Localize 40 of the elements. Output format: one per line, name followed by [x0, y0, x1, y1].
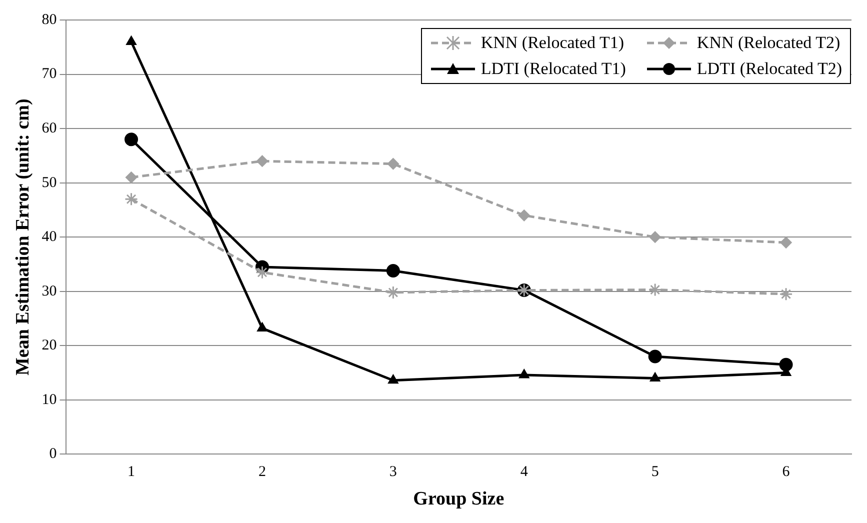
point: [256, 155, 268, 167]
point: [648, 350, 662, 364]
legend-label: LDTI (Relocated T2): [696, 59, 842, 79]
legend-label: KNN (Relocated T1): [480, 33, 624, 53]
point: [386, 264, 400, 278]
point: [255, 266, 269, 280]
point: [126, 172, 138, 184]
y-tick-label: 0: [49, 446, 57, 462]
point: [519, 369, 530, 378]
point: [257, 322, 268, 332]
y-tick-label: 60: [42, 120, 57, 136]
y-tick-label: 40: [42, 229, 57, 246]
point: [779, 358, 793, 372]
point: [518, 210, 530, 222]
y-tick-label: 10: [42, 392, 57, 408]
x-tick-label: 3: [389, 464, 397, 480]
y-tick-label: 50: [42, 174, 57, 191]
x-tick-label: 2: [258, 464, 266, 480]
y-axis-title: Mean Estimation Error (unit: cm): [12, 98, 34, 376]
point: [124, 192, 138, 206]
point: [387, 158, 399, 170]
point: [780, 236, 792, 248]
y-tick-label: 30: [42, 283, 57, 300]
point: [649, 231, 661, 243]
point: [648, 282, 662, 296]
x-tick-label: 6: [782, 464, 790, 480]
x-tick-label: 4: [520, 464, 528, 480]
point: [650, 372, 660, 382]
legend-label: LDTI (Relocated T1): [480, 59, 626, 79]
y-tick-label: 70: [42, 66, 57, 82]
point: [388, 374, 398, 384]
point: [124, 132, 138, 146]
x-tick-label: 5: [651, 464, 659, 480]
point: [779, 287, 793, 301]
x-axis-title: Group Size: [413, 488, 504, 510]
y-tick-label: 20: [42, 338, 57, 354]
x-tick-label: 1: [128, 464, 136, 480]
y-tick-label: 80: [42, 12, 57, 28]
point: [386, 286, 400, 300]
legend-label: KNN (Relocated T2): [696, 33, 840, 53]
